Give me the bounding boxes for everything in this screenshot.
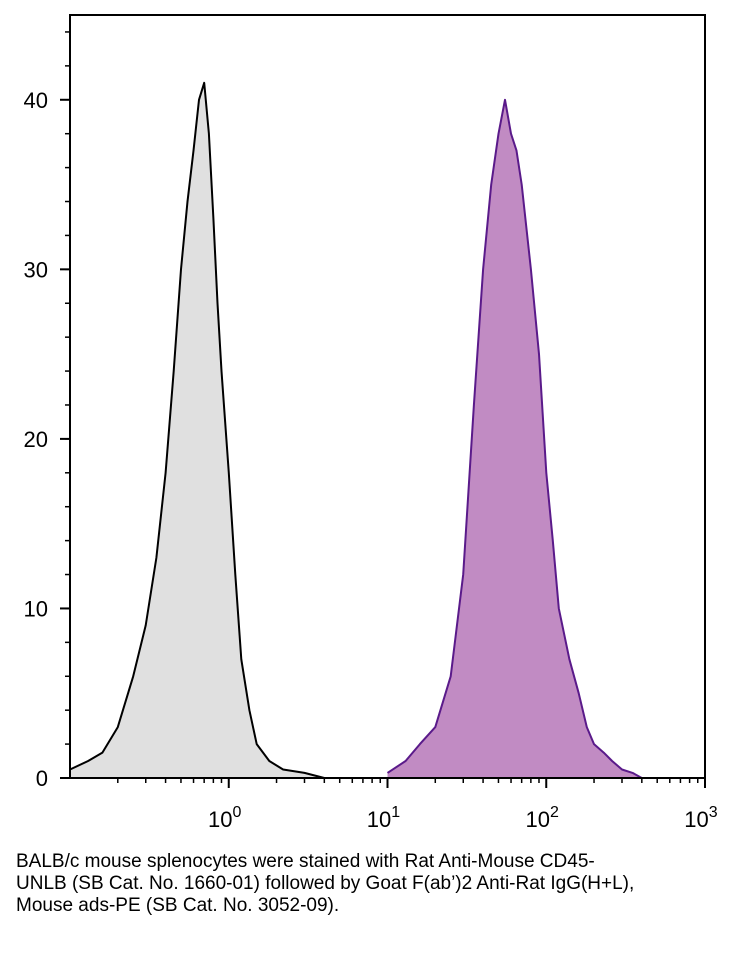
x-tick-exponent: 3 [709,804,718,821]
figure-caption: BALB/c mouse splenocytes were stained wi… [16,851,635,916]
x-tick-base: 10 [367,807,391,832]
series-2-line [386,98,643,779]
x-tick-base: 10 [208,807,232,832]
x-tick-label: 101 [367,804,400,832]
series-1-fill [70,82,325,779]
series-layer [69,81,643,779]
x-tick-exponent: 2 [550,804,559,821]
y-tick-label: 0 [36,766,48,791]
y-tick-label: 20 [24,427,48,452]
x-tick-exponent: 0 [233,804,242,821]
x-tick-base: 10 [526,807,550,832]
x-tick-label: 100 [208,804,241,832]
x-tick-exponent: 1 [391,804,400,821]
x-tick-label: 103 [684,804,717,832]
y-tick-label: 40 [24,88,48,113]
x-tick-label: 102 [526,804,559,832]
y-tick-label: 10 [24,596,48,621]
x-tick-base: 10 [684,807,708,832]
series-2-fill [387,99,642,779]
x-axis: 100 101 102 103 [117,778,718,832]
y-tick-label: 30 [24,257,48,282]
series-1-line [69,81,325,779]
y-axis: 0 10 20 30 40 [24,31,70,791]
